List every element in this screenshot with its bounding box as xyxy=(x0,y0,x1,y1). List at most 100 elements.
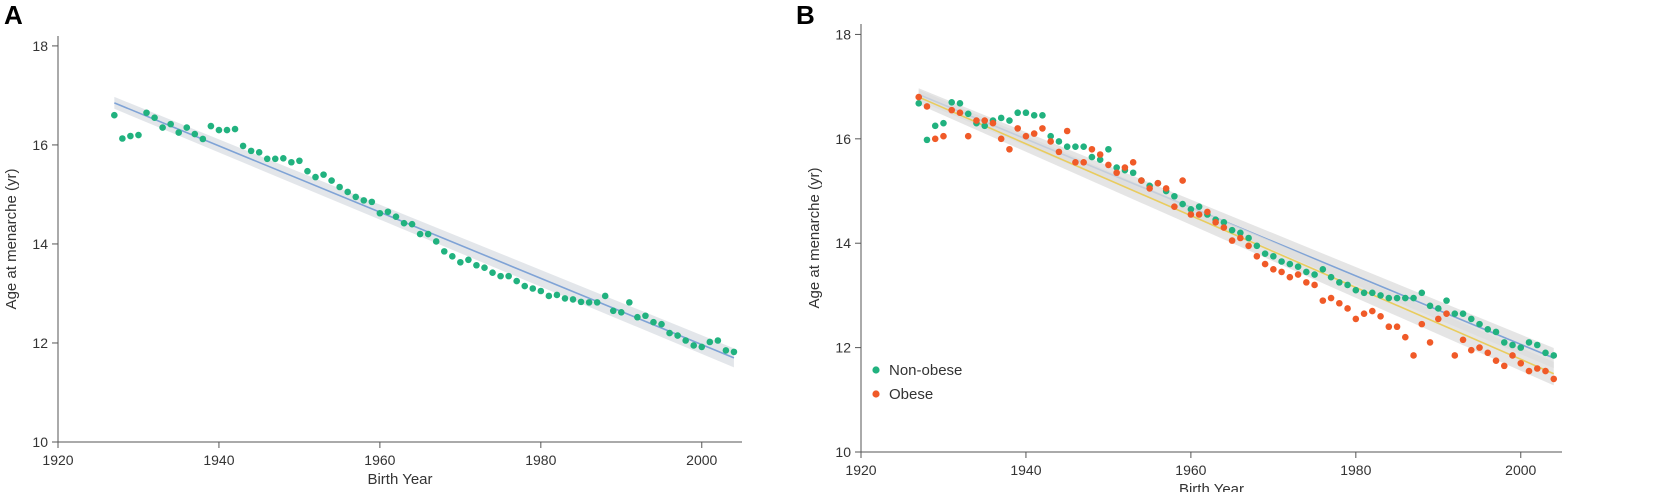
obese-data-point xyxy=(1484,349,1492,357)
non-obese-data-point xyxy=(931,122,939,130)
panel-b: B 10 12 14 16 18 1920 1940 1960 1980 2000 Birth Ye… xyxy=(796,0,1562,492)
non-obese-data-point xyxy=(1533,341,1541,349)
non-obese-data-point xyxy=(1105,145,1112,153)
non-obese-data-point xyxy=(981,122,989,130)
non-obese-data-point xyxy=(1344,281,1351,289)
all-data-point xyxy=(674,332,681,339)
all-data-point xyxy=(223,126,231,134)
obese-data-point xyxy=(1080,159,1087,166)
obese-data-point xyxy=(1228,237,1236,244)
obese-data-point xyxy=(1154,179,1162,187)
obese-data-point xyxy=(1509,352,1516,359)
non-obese-data-point xyxy=(1237,229,1244,237)
non-obese-data-point xyxy=(1500,339,1508,346)
obese-data-point xyxy=(1402,333,1409,341)
all-data-point xyxy=(392,213,400,221)
all-data-point xyxy=(650,318,657,326)
non-obese-data-point xyxy=(1360,289,1368,297)
obese-data-point xyxy=(1327,294,1335,302)
obese-data-point xyxy=(1336,299,1343,307)
regression-confidence-band xyxy=(114,96,734,368)
non-obese-data-point xyxy=(1055,138,1063,145)
non-obese-data-point xyxy=(1253,242,1261,250)
all-data-point xyxy=(183,124,191,131)
non-obese-data-point xyxy=(1228,226,1236,234)
obese-data-point xyxy=(1311,281,1318,289)
non-obese-data-point xyxy=(1303,268,1310,276)
all-data-point xyxy=(408,220,416,228)
all-data-point xyxy=(119,135,126,142)
all-data-point xyxy=(400,219,408,227)
obese-data-point xyxy=(1278,268,1285,276)
non-obese-data-point xyxy=(940,119,947,127)
non-obese-data-point xyxy=(1072,143,1079,150)
non-obese-data-point xyxy=(1459,310,1467,317)
panel-a-letter: A xyxy=(4,0,23,30)
x-axis-title: Birth Year xyxy=(1179,481,1244,492)
all-data-point xyxy=(312,173,319,181)
legend-label: Obese xyxy=(889,386,933,403)
obese-data-point xyxy=(1006,145,1013,153)
all-data-point xyxy=(432,238,440,245)
non-obese-data-point xyxy=(1261,250,1269,257)
all-data-point xyxy=(537,287,545,295)
obese-data-point xyxy=(940,132,947,140)
obese-data-point xyxy=(1525,367,1533,375)
x-tick-label: 1980 xyxy=(525,452,556,468)
all-data-point xyxy=(585,299,593,306)
non-obese-data-point xyxy=(923,136,931,144)
obese-data-point xyxy=(1533,365,1541,372)
all-data-point xyxy=(714,337,722,344)
non-obese-data-point xyxy=(1113,164,1120,171)
non-obese-data-point xyxy=(1030,112,1038,119)
non-obese-data-point xyxy=(1014,109,1021,117)
obese-data-point xyxy=(1303,279,1310,286)
all-data-point xyxy=(545,292,553,300)
legend-marker-obese xyxy=(872,390,880,398)
obese-data-point xyxy=(1426,339,1434,346)
all-data-point xyxy=(320,171,327,178)
panel-b-letter: B xyxy=(796,0,815,30)
obese-data-point xyxy=(1294,271,1302,278)
obese-data-point xyxy=(1121,164,1129,171)
obese-data-point xyxy=(1187,211,1195,218)
non-obese-data-point xyxy=(1525,339,1533,346)
all-data-point xyxy=(569,296,577,303)
x-tick-label: 2000 xyxy=(686,452,717,468)
non-obese-data-point xyxy=(1311,271,1318,278)
obese-data-point xyxy=(1443,310,1450,317)
y-tick-label: 10 xyxy=(32,434,48,450)
y-tick-label: 16 xyxy=(835,131,851,147)
obese-data-point xyxy=(1261,260,1269,268)
non-obese-data-point xyxy=(1509,341,1516,349)
all-data-point xyxy=(609,307,617,315)
all-data-point xyxy=(497,272,504,280)
y-tick-label: 18 xyxy=(835,26,851,42)
all-data-point xyxy=(642,312,649,320)
obese-data-point xyxy=(1022,132,1030,140)
non-obese-data-point xyxy=(1467,315,1475,323)
non-obese-data-point xyxy=(1294,263,1302,271)
obese-data-point xyxy=(1014,125,1021,132)
obese-data-point xyxy=(1096,151,1104,158)
all-data-point xyxy=(730,348,738,356)
non-obese-data-point xyxy=(1418,289,1426,297)
y-axis-title: Age at menarche (yr) xyxy=(806,168,823,309)
non-obese-data-point xyxy=(1352,286,1360,294)
obese-data-point xyxy=(1195,211,1203,218)
all-data-point xyxy=(440,248,448,255)
all-data-point xyxy=(505,272,512,280)
all-data-point xyxy=(465,256,472,264)
obese-data-point xyxy=(1393,323,1401,331)
non-obese-data-point xyxy=(1047,132,1054,140)
all-data-point xyxy=(553,291,561,299)
obese-data-point xyxy=(1237,234,1244,242)
all-data-point xyxy=(416,230,424,238)
non-obese-data-point xyxy=(1550,352,1558,359)
obese-data-point xyxy=(997,135,1005,143)
y-tick-label: 16 xyxy=(32,137,48,153)
legend-marker-non-obese xyxy=(872,366,880,374)
obese-data-point xyxy=(1138,177,1145,184)
non-obese-data-point xyxy=(1129,169,1137,177)
all-data-point xyxy=(384,208,392,216)
